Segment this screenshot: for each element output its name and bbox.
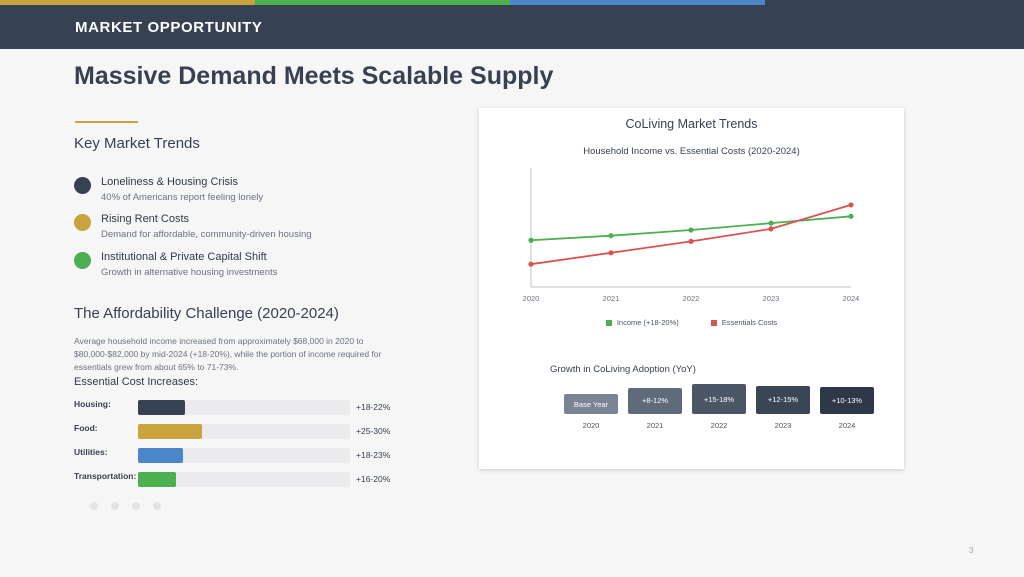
pager-dot[interactable] [132,502,140,510]
key-trends-heading: Key Market Trends [74,135,200,152]
accent-segment-navy [765,0,1024,5]
series-point-1 [848,202,854,208]
trend-desc: Growth in alternative housing investment… [101,267,278,278]
series-line-1 [530,204,852,266]
page-title: Massive Demand Meets Scalable Supply [74,62,554,90]
x-tick-label: 2023 [763,294,780,303]
adoption-bar: +15-18% [692,384,746,414]
trend-item-loneliness: Loneliness & Housing Crisis 40% of Ameri… [74,176,434,210]
series-point-1 [528,261,534,267]
cost-value: +25-30% [356,426,391,436]
cost-row-utilities: Utilities: +18-23% [74,447,404,465]
cost-bar-fill [138,448,183,463]
adoption-year-label: 2023 [774,421,792,430]
adoption-bar: +8-12% [628,387,682,414]
pager-dot[interactable] [111,502,119,510]
trend-item-capital: Institutional & Private Capital Shift Gr… [74,251,434,285]
cost-row-food: Food: +25-30% [74,423,404,441]
series-point-0 [688,227,694,233]
legend-label: Income (+18-20%) [616,318,679,327]
trend-desc: 40% of Americans report feeling lonely [101,192,264,203]
title-divider [75,121,138,123]
chart-card-title: CoLiving Market Trends [625,117,758,131]
series-point-1 [688,238,694,244]
trend-bullet-icon [74,252,91,269]
top-accent-stripe [0,0,1024,5]
cost-value: +16-20% [356,474,391,484]
accent-segment-gold [0,0,255,5]
series-point-0 [608,233,614,239]
slide-header: MARKET OPPORTUNITY [0,5,1024,49]
cost-bar-track [138,448,350,463]
cost-label: Housing: [74,399,111,409]
line-chart: 2020 2021 2022 2023 2024 [523,168,860,303]
x-tick-label: 2020 [523,294,540,303]
accent-segment-green [255,0,510,5]
legend-item-income: Income (+18-20%) [605,318,679,327]
legend-item-essentials: Essentials Costs [710,318,778,327]
cost-bar-track [138,472,350,487]
cost-label: Utilities: [74,447,108,457]
line-chart-title: Household Income vs. Essential Costs (20… [583,146,800,157]
trend-bullet-icon [74,214,91,231]
legend-label: Essentials Costs [721,318,778,327]
adoption-bar: +10-13% [820,387,874,414]
cost-bar-track [138,400,350,415]
cost-row-transportation: Transportation: +16-20% [74,471,404,489]
adoption-chart-title: Growth in CoLiving Adoption (YoY) [550,364,696,375]
page-number: 3 [969,546,974,555]
cost-value: +18-22% [356,402,391,412]
line-chart-legend: Income (+18-20%) Essentials Costs [479,318,904,327]
trend-bullet-icon [74,177,91,194]
pager-dot[interactable] [90,502,98,510]
legend-swatch-icon [710,319,717,326]
trend-title: Rising Rent Costs [101,213,190,225]
x-tick-label: 2021 [603,294,620,303]
affordability-paragraph: Average household income increased from … [74,336,382,372]
trend-desc: Demand for affordable, community-driven … [101,229,312,240]
cost-bar-fill [138,472,177,487]
legend-swatch-icon [605,319,612,326]
cost-bar-track [138,424,350,439]
affordability-heading: The Affordability Challenge (2020-2024) [74,305,339,322]
cost-increases-heading: Essential Cost Increases: [74,376,199,388]
adoption-bar: +12-15% [756,385,810,414]
series-point-0 [528,237,534,243]
x-tick-label: 2022 [683,294,700,303]
adoption-year-label: 2020 [582,421,600,430]
cost-bar-fill [138,400,185,415]
series-point-0 [848,213,854,219]
series-point-1 [768,226,774,232]
pager-dot[interactable] [153,502,161,510]
slide-pager [90,502,161,510]
adoption-year-label: 2024 [838,421,856,430]
adoption-bar: Base Year [564,394,618,414]
cost-row-housing: Housing: +18-22% [74,399,404,417]
trend-item-rent: Rising Rent Costs Demand for affordable,… [74,213,434,247]
x-tick-label: 2024 [843,294,860,303]
cost-value: +18-23% [356,450,391,460]
cost-bar-fill [138,424,202,439]
trend-title: Loneliness & Housing Crisis [101,176,238,188]
adoption-year-label: 2022 [710,421,728,430]
cost-label: Food: [74,423,98,433]
chart-card: CoLiving Market Trends Household Income … [479,108,904,469]
cost-label: Transportation: [74,471,137,481]
series-point-0 [768,220,774,226]
series-point-1 [608,250,614,256]
accent-segment-blue [510,0,765,5]
adoption-year-label: 2021 [646,421,664,430]
header-label: MARKET OPPORTUNITY [75,19,263,36]
trend-title: Institutional & Private Capital Shift [101,251,267,263]
